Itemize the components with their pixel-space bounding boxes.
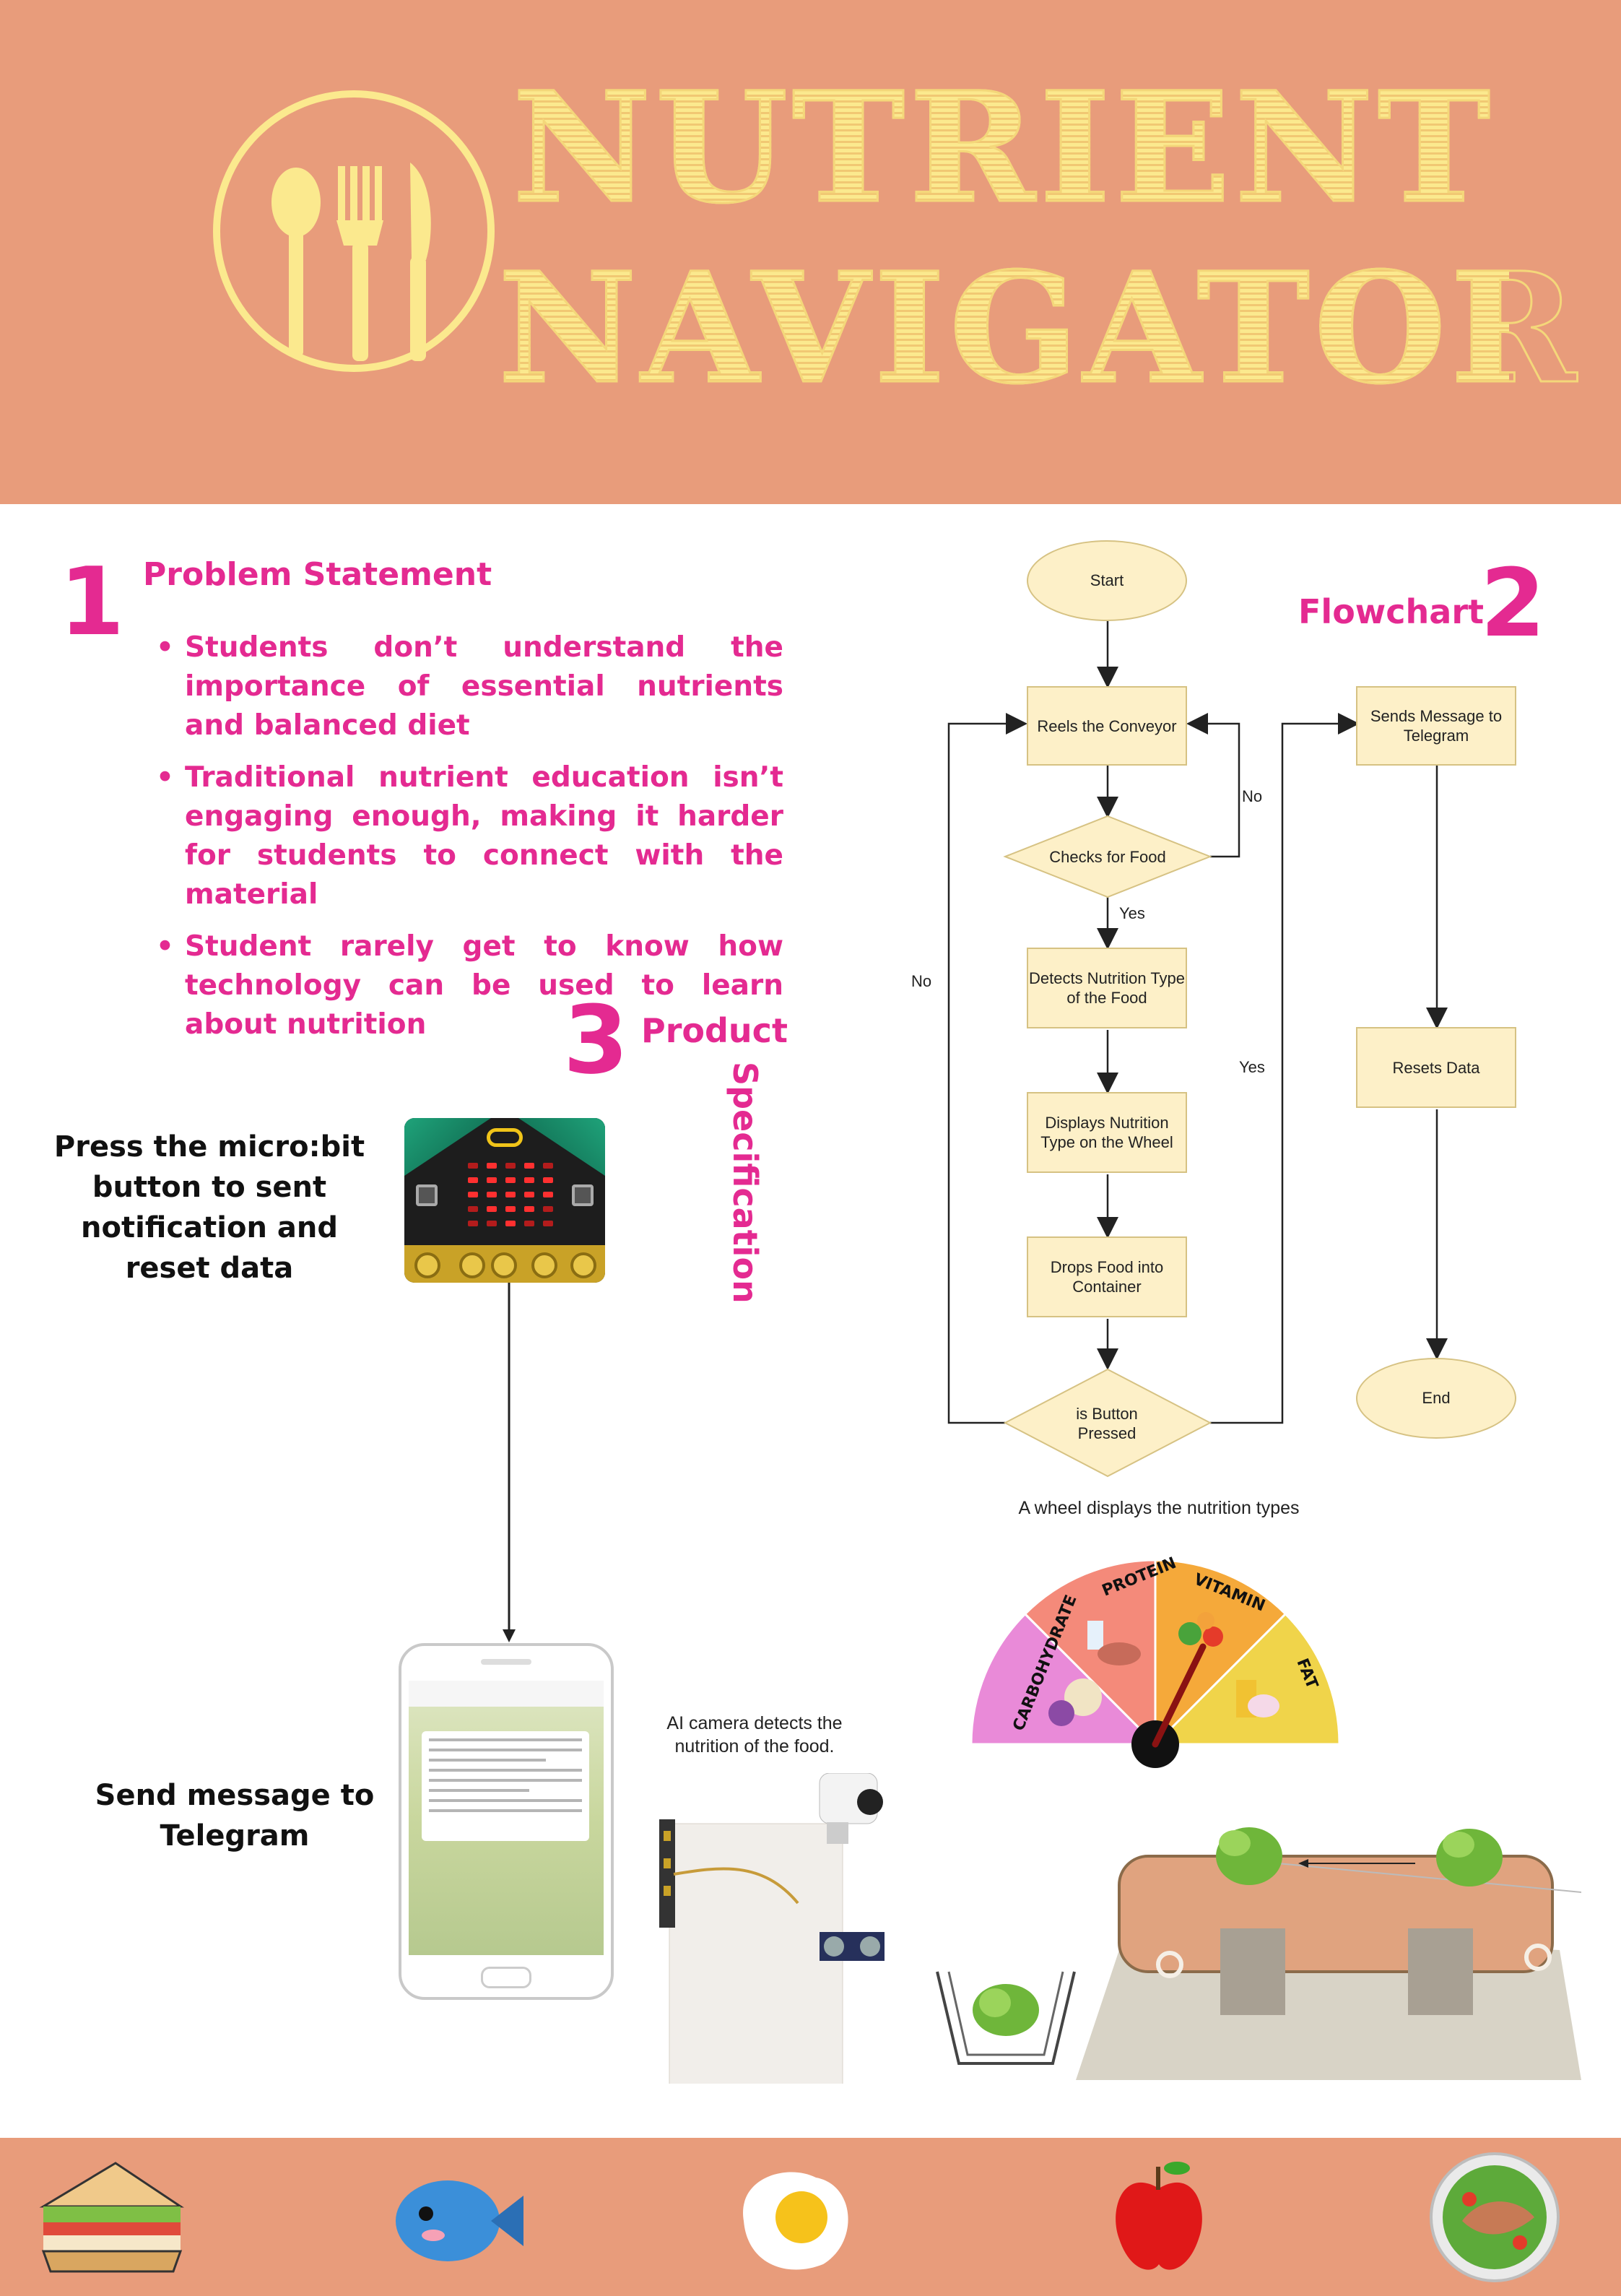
flow-sends-telegram: Sends Message to Telegram bbox=[1356, 686, 1516, 766]
wheel-segment-fat bbox=[1152, 1612, 1341, 1746]
problem-bullet: Students don’t understand the importance… bbox=[152, 628, 783, 745]
flow-label-no-checks: No bbox=[1242, 787, 1263, 805]
specification-heading: Specification bbox=[726, 1062, 765, 1304]
section-number-1: 1 bbox=[59, 547, 125, 657]
phone-telegram-image bbox=[399, 1643, 614, 2000]
microbit-image bbox=[404, 1118, 605, 1283]
microbit-description: Press the micro:bit button to sent notif… bbox=[53, 1130, 365, 1285]
checks-for-food-diamond bbox=[1003, 815, 1212, 898]
flow-detects-nutrition: Detects Nutrition Type of the Food bbox=[1027, 948, 1187, 1028]
section-number-3: 3 bbox=[563, 985, 629, 1095]
flow-label-yes-button: Yes bbox=[1239, 1058, 1265, 1076]
nutrition-wheel: CARBOHYDRATE PROTEIN VITAMIN FAT bbox=[970, 1554, 1341, 1768]
flow-start: Start bbox=[1027, 540, 1187, 621]
wheel-segment-protein bbox=[1023, 1559, 1157, 1747]
poster-header bbox=[0, 0, 1621, 504]
problem-statement-heading: Problem Statement bbox=[143, 556, 492, 593]
apple-icon bbox=[1116, 2162, 1202, 2270]
flow-checks-food: Checks for Food bbox=[1049, 847, 1166, 866]
utensils-circle-icon bbox=[213, 90, 495, 372]
ai-camera-box-image bbox=[659, 1773, 885, 2084]
microbit-to-phone-arrow bbox=[503, 1283, 516, 1642]
wheel-caption: A wheel displays the nutrition types bbox=[1018, 1498, 1300, 1518]
product-heading: Product bbox=[641, 1011, 788, 1050]
telegram-description: Send message to Telegram bbox=[95, 1779, 375, 1853]
poster-title-line-2: NAVIGATOR bbox=[497, 239, 1581, 417]
flow-button-pressed: is Button Pressed bbox=[1076, 1405, 1138, 1442]
problem-bullet: Student rarely get to know how technolog… bbox=[152, 927, 783, 1044]
flow-reels-conveyor: Reels the Conveyor bbox=[1027, 686, 1187, 766]
flow-end: End bbox=[1356, 1358, 1516, 1439]
fish-icon bbox=[396, 2180, 523, 2261]
wheel-segment-vitamin bbox=[1154, 1559, 1287, 1747]
food-container-image bbox=[936, 1971, 1076, 2065]
flow-drops-food: Drops Food into Container bbox=[1027, 1236, 1187, 1317]
flow-resets-data: Resets Data bbox=[1356, 1027, 1516, 1108]
flow-label-yes-checks: Yes bbox=[1119, 904, 1145, 922]
salad-icon bbox=[1430, 2152, 1560, 2282]
conveyor-belt-image bbox=[1076, 1827, 1581, 2080]
flow-label-no-button: No bbox=[911, 972, 932, 990]
sandwich-icon bbox=[39, 2162, 184, 2273]
fried-egg-icon bbox=[743, 2172, 848, 2270]
poster-title-line-1: NUTRIENT bbox=[498, 67, 1509, 228]
button-pressed-diamond bbox=[1003, 1368, 1212, 1478]
problem-bullet: Traditional nutrient education isn’t eng… bbox=[152, 758, 783, 914]
camera-caption: AI camera detects the nutrition of the f… bbox=[666, 1713, 843, 1756]
problem-list: Students don’t understand the importance… bbox=[152, 628, 783, 1057]
section-number-2: 2 bbox=[1480, 548, 1546, 658]
wheel-segment-carbohydrate bbox=[970, 1612, 1158, 1746]
flowchart-connectors bbox=[947, 621, 1448, 1478]
flow-displays-wheel: Displays Nutrition Type on the Wheel bbox=[1027, 1092, 1187, 1173]
flowchart-heading: Flowchart bbox=[1298, 592, 1485, 631]
